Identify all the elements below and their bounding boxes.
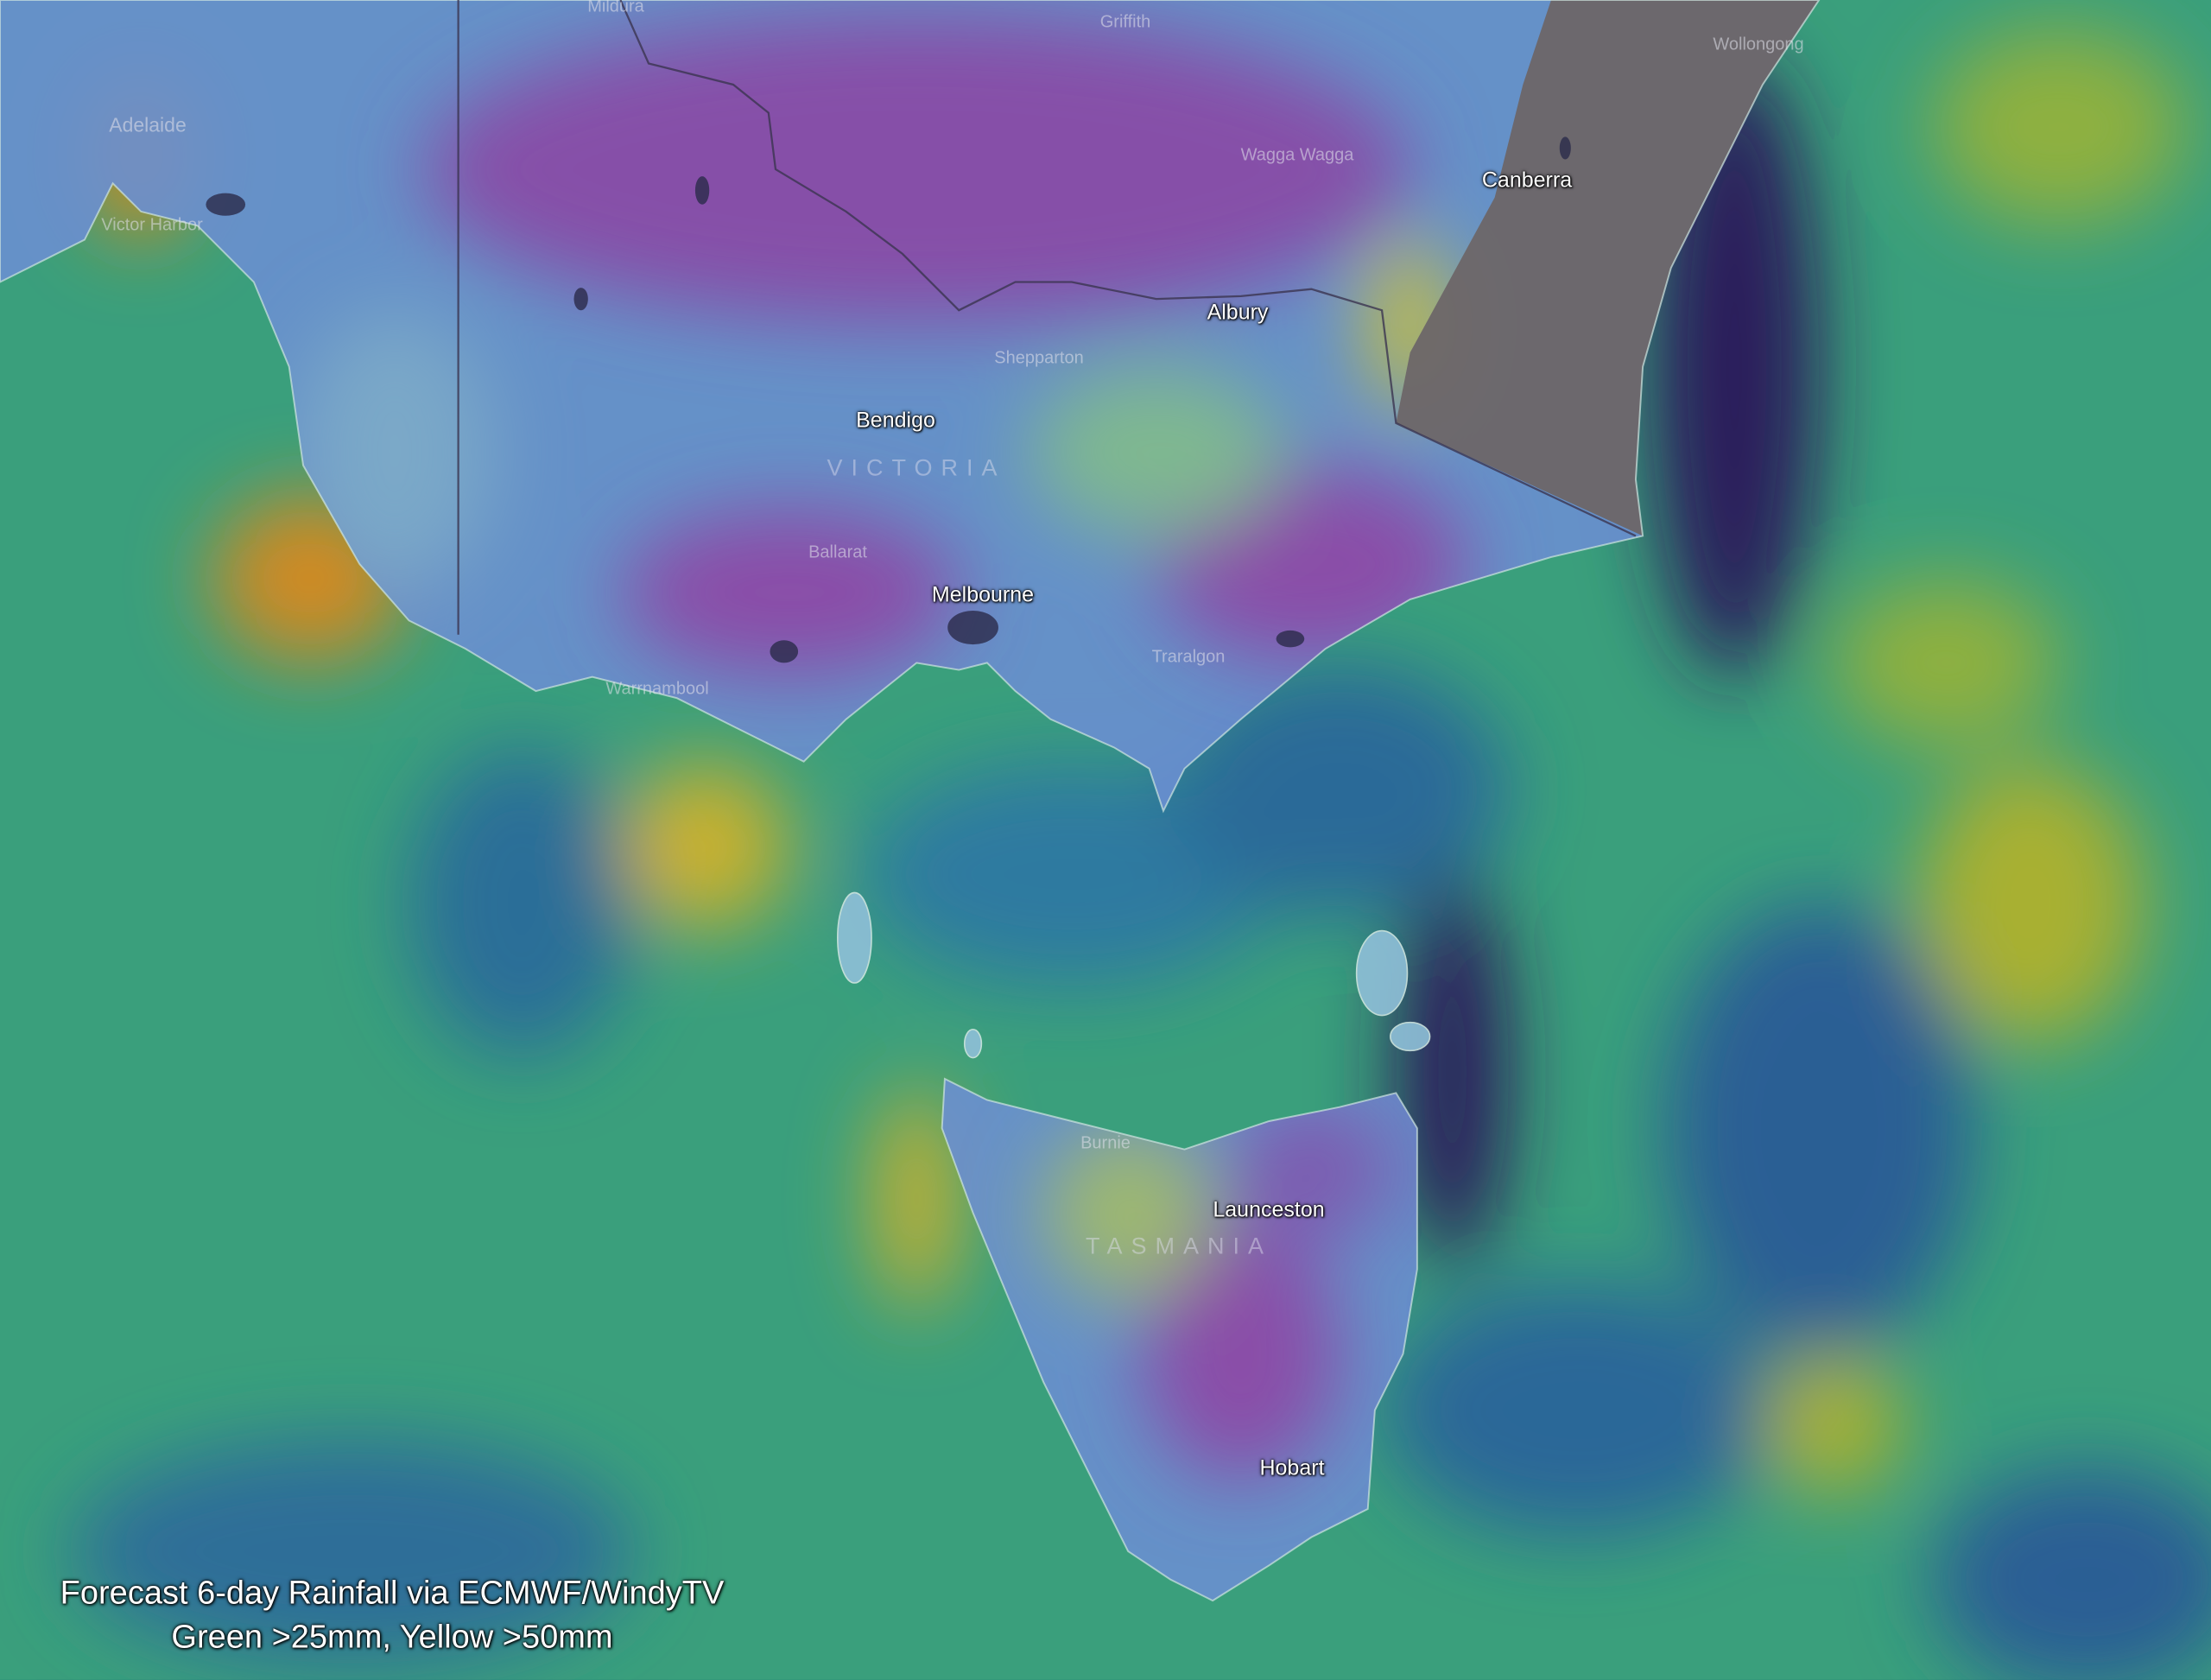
place-label: Traralgon xyxy=(1151,647,1226,667)
islands xyxy=(837,891,1431,1059)
caption-line: Forecast 6-day Rainfall via ECMWF/WindyT… xyxy=(60,1575,725,1612)
place-label: Warrnambool xyxy=(605,679,709,699)
coastline xyxy=(0,0,1821,1602)
place-label: Ballarat xyxy=(808,542,867,562)
rain-blobs xyxy=(70,28,2211,1680)
place-label: Griffith xyxy=(1099,12,1151,32)
place-label: Wagga Wagga xyxy=(1240,145,1354,165)
place-label: Adelaide xyxy=(109,113,187,136)
state-borders xyxy=(457,0,1637,635)
caption-line: Green >25mm, Yellow >50mm xyxy=(171,1619,613,1656)
place-label: Launceston xyxy=(1213,1197,1325,1222)
place-label: Albury xyxy=(1207,300,1269,325)
place-label: Shepparton xyxy=(994,348,1084,368)
place-label: Victor Harbor xyxy=(101,215,203,235)
place-label: Wollongong xyxy=(1713,35,1804,54)
place-label: Bendigo xyxy=(856,408,935,433)
place-label: Mildura xyxy=(587,0,644,16)
lakes xyxy=(206,136,1571,663)
place-label: Canberra xyxy=(1481,168,1573,193)
place-label: Burnie xyxy=(1080,1133,1131,1153)
region-label: TASMANIA xyxy=(1085,1233,1273,1259)
place-label: Melbourne xyxy=(931,582,1035,607)
region-label: VICTORIA xyxy=(827,454,1006,481)
place-label: Hobart xyxy=(1259,1455,1325,1480)
